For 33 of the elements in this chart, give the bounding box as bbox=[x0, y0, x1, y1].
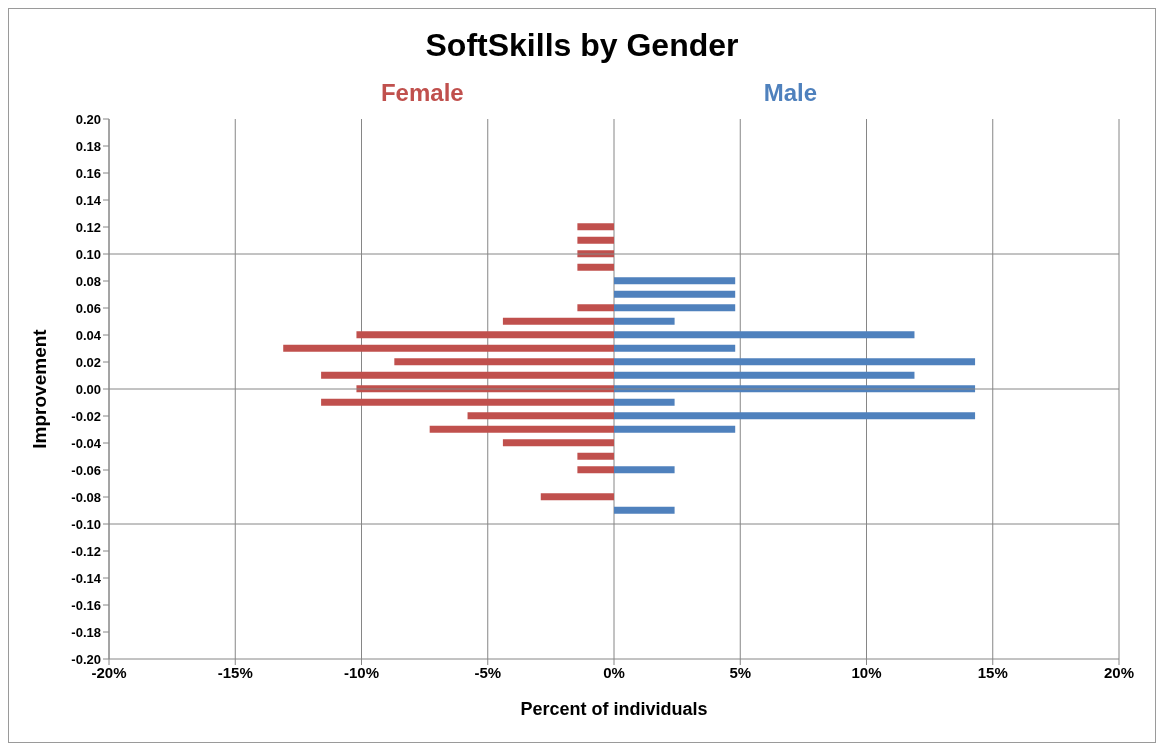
y-tick-label: -0.06 bbox=[71, 462, 101, 478]
y-tick-label: -0.14 bbox=[71, 570, 102, 586]
y-tick-label: 0.12 bbox=[75, 219, 101, 235]
x-tick-label: 15% bbox=[977, 663, 1008, 681]
y-tick-label: 0.18 bbox=[75, 138, 101, 154]
y-tick-label: -0.10 bbox=[71, 516, 101, 532]
y-tick-label: -0.18 bbox=[71, 624, 101, 640]
x-tick-label: 0% bbox=[603, 663, 625, 681]
y-tick-label: 0.20 bbox=[75, 111, 101, 127]
y-tick-label: -0.12 bbox=[71, 543, 101, 559]
y-axis-title: Improvement bbox=[28, 328, 50, 449]
y-tick-label: 0.10 bbox=[75, 246, 101, 262]
y-tick-label: 0.16 bbox=[75, 165, 101, 181]
y-tick-label: 0.08 bbox=[75, 273, 101, 289]
y-tick-label: 0.00 bbox=[75, 381, 101, 397]
text: Male bbox=[763, 79, 818, 107]
x-tick-label: -15% bbox=[217, 663, 253, 681]
x-tick-label: 10% bbox=[851, 663, 882, 681]
x-axis-title: Percent of individuals bbox=[520, 699, 708, 719]
x-tick-label: 20% bbox=[1103, 663, 1135, 681]
y-tick-label: -0.04 bbox=[71, 435, 102, 451]
x-tick-label: -5% bbox=[474, 663, 502, 681]
chart-title: SoftSkills by Gender bbox=[424, 27, 740, 64]
y-tick-label: -0.08 bbox=[71, 489, 101, 505]
y-tick-label: -0.16 bbox=[71, 597, 101, 613]
text: Female bbox=[380, 79, 464, 107]
y-tick-label: 0.02 bbox=[75, 354, 101, 370]
x-tick-label: -10% bbox=[343, 663, 380, 681]
y-tick-label: 0.06 bbox=[75, 300, 101, 316]
y-tick-label: 0.14 bbox=[75, 192, 102, 208]
y-tick-label: 0.04 bbox=[75, 327, 102, 343]
y-tick-label: -0.02 bbox=[71, 408, 101, 424]
x-tick-label: 5% bbox=[729, 663, 752, 681]
